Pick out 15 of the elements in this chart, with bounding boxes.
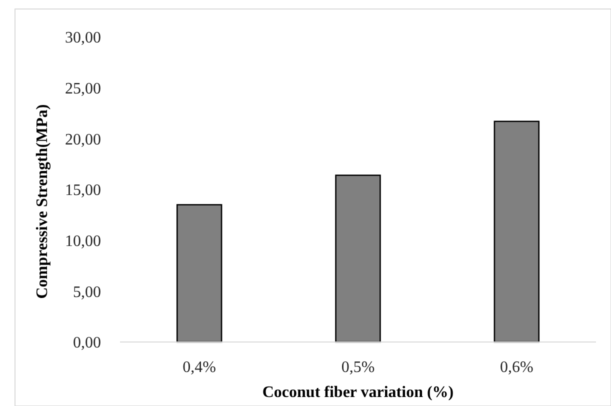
y-tick-label: 20,00 <box>65 131 101 148</box>
y-tick-label: 25,00 <box>65 80 101 98</box>
bar <box>494 120 540 343</box>
y-tick-label: 15,00 <box>65 182 101 200</box>
y-tick-label: 10,00 <box>65 232 101 250</box>
bar <box>176 204 222 343</box>
y-tick-label: 30,00 <box>65 30 101 47</box>
y-tick-label: 5,00 <box>73 284 101 301</box>
x-tick-label: 0,6% <box>500 359 534 376</box>
x-tick-label: 0,4% <box>182 359 216 376</box>
y-axis-title: Compressive Strength(MPa) <box>34 104 51 299</box>
x-axis-title: Coconut fiber variation (%) <box>262 384 454 401</box>
x-tick-label: 0,5% <box>341 359 375 376</box>
y-tick-label: 0,00 <box>73 334 101 352</box>
bar <box>335 174 381 343</box>
